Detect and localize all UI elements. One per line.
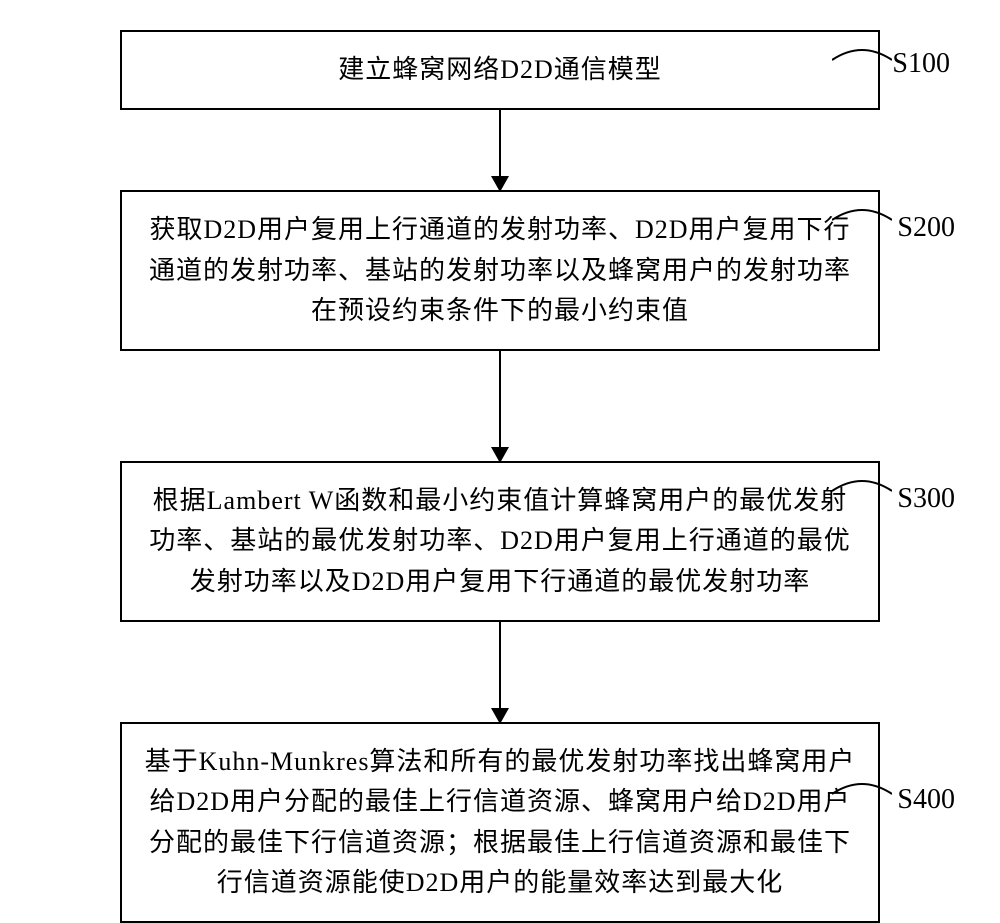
step-box-3: 根据Lambert W函数和最小约束值计算蜂窝用户的最优发射功率、基站的最优发射… bbox=[120, 461, 880, 622]
step-label-1: S100 bbox=[892, 48, 950, 80]
step-row-2: 获取D2D用户复用上行通道的发射功率、D2D用户复用下行通道的发射功率、基站的发… bbox=[0, 190, 1000, 351]
step-box-1: 建立蜂窝网络D2D通信模型 bbox=[120, 30, 880, 110]
arrow-3 bbox=[499, 622, 501, 722]
connector-1 bbox=[832, 40, 892, 80]
flowchart-container: 建立蜂窝网络D2D通信模型 S100 获取D2D用户复用上行通道的发射功率、D2… bbox=[0, 30, 1000, 923]
arrow-2 bbox=[499, 351, 501, 461]
step-text-1: 建立蜂窝网络D2D通信模型 bbox=[338, 55, 662, 84]
connector-3 bbox=[832, 471, 892, 511]
step-label-2: S200 bbox=[897, 212, 955, 244]
arrow-1 bbox=[499, 110, 501, 190]
step-row-1: 建立蜂窝网络D2D通信模型 S100 bbox=[0, 30, 1000, 110]
connector-4 bbox=[832, 774, 892, 814]
step-box-2: 获取D2D用户复用上行通道的发射功率、D2D用户复用下行通道的发射功率、基站的发… bbox=[120, 190, 880, 351]
step-box-4: 基于Kuhn-Munkres算法和所有的最优发射功率找出蜂窝用户给D2D用户分配… bbox=[120, 722, 880, 923]
step-row-3: 根据Lambert W函数和最小约束值计算蜂窝用户的最优发射功率、基站的最优发射… bbox=[0, 461, 1000, 622]
step-label-3: S300 bbox=[897, 483, 955, 515]
step-text-3: 根据Lambert W函数和最小约束值计算蜂窝用户的最优发射功率、基站的最优发射… bbox=[149, 486, 851, 596]
connector-2 bbox=[832, 200, 892, 240]
step-text-2: 获取D2D用户复用上行通道的发射功率、D2D用户复用下行通道的发射功率、基站的发… bbox=[149, 215, 851, 325]
step-label-4: S400 bbox=[897, 784, 955, 816]
step-text-4: 基于Kuhn-Munkres算法和所有的最优发射功率找出蜂窝用户给D2D用户分配… bbox=[145, 747, 856, 897]
step-row-4: 基于Kuhn-Munkres算法和所有的最优发射功率找出蜂窝用户给D2D用户分配… bbox=[0, 722, 1000, 923]
